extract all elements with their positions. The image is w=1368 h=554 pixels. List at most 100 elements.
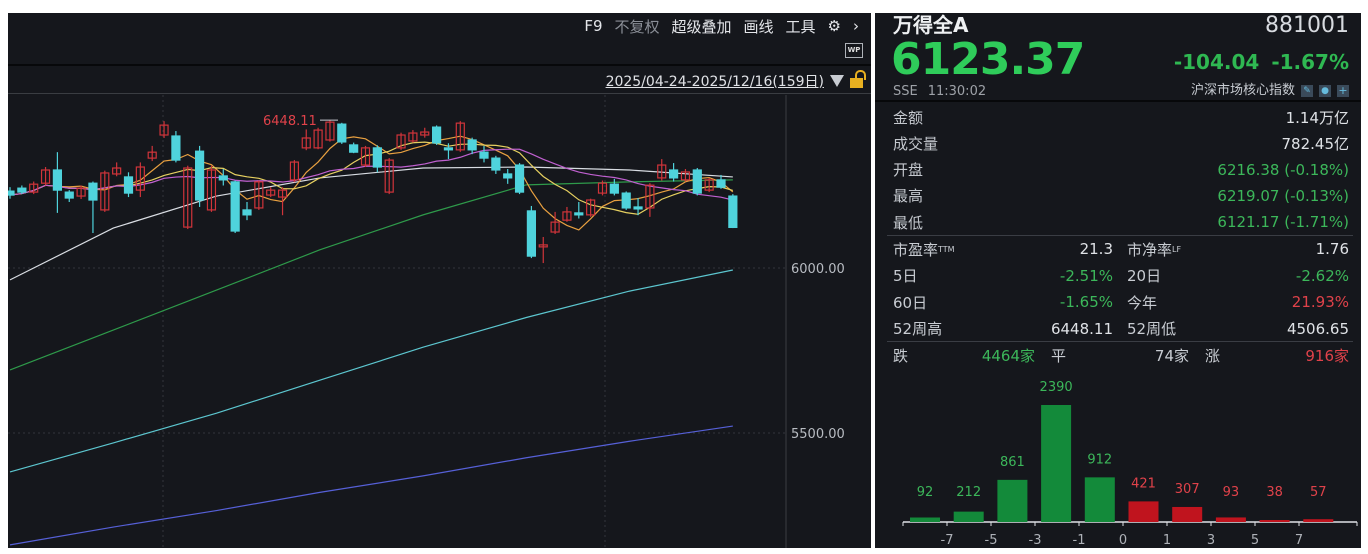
stat-value: 6121.17 (-1.71%) <box>1217 213 1349 232</box>
candle <box>266 187 276 198</box>
candle-body <box>360 147 371 166</box>
bar-value-label: 93 <box>1223 485 1240 500</box>
stat-label-text: 60日 <box>893 293 928 312</box>
stat-value: -2.51% <box>1059 266 1113 285</box>
plus-icon[interactable]: + <box>1337 83 1349 97</box>
chevron-right-icon[interactable]: › <box>853 17 859 35</box>
candle-body <box>159 124 169 136</box>
x-tick-label: 5 <box>1251 533 1259 548</box>
bar-value-label: 38 <box>1266 485 1283 500</box>
candle <box>432 125 442 145</box>
candle-body <box>633 206 643 210</box>
candle-body <box>668 169 679 179</box>
unlock-icon[interactable] <box>850 70 866 88</box>
candle <box>301 129 311 151</box>
candle-body <box>491 157 501 171</box>
histogram-bar <box>1215 517 1246 522</box>
candle <box>621 191 631 210</box>
stat-label: 开盘 <box>893 161 924 180</box>
candle <box>550 211 560 235</box>
candle-body <box>171 135 181 161</box>
chart-toolbar: F9 不复权 超级叠加 画线 工具 ⚙ › <box>580 13 863 39</box>
candle <box>704 177 714 193</box>
candle <box>147 145 157 162</box>
candle-body <box>29 183 39 193</box>
candle <box>8 187 15 199</box>
candle <box>562 206 572 222</box>
candle-body <box>301 137 311 149</box>
histogram-bar <box>910 517 940 522</box>
candle <box>455 121 465 152</box>
wp-icon[interactable]: WP <box>845 43 863 58</box>
candlestick-chart[interactable]: 6000.00 5500.00 6448.11 <box>8 95 871 548</box>
candle <box>396 132 406 150</box>
adjust-button[interactable]: 不复权 <box>614 17 660 36</box>
up-count: 916家 <box>1305 346 1349 365</box>
candle <box>29 181 39 195</box>
candle <box>40 167 51 186</box>
candle <box>159 121 169 138</box>
date-range-selector[interactable]: 2025/04-24-2025/12/16(159日) <box>605 74 824 90</box>
divider <box>887 235 1353 236</box>
x-tick-label: 7 <box>1295 533 1303 548</box>
candle-body <box>195 150 205 201</box>
candle <box>135 162 145 198</box>
stat-value: 21.93% <box>1291 293 1349 311</box>
candle-body <box>52 169 63 191</box>
moving-average-line <box>9 135 734 231</box>
bar-value-label: 861 <box>1000 455 1025 470</box>
candle-body <box>17 187 27 193</box>
candle <box>349 142 359 154</box>
candle <box>218 169 228 186</box>
candle-body <box>420 131 430 136</box>
exchange: SSE <box>893 84 918 99</box>
candle <box>64 190 74 202</box>
candle-body <box>313 129 323 149</box>
candle-body <box>123 176 134 194</box>
candle-body <box>526 210 537 257</box>
candle-body <box>206 169 217 211</box>
stat-label: 今年 <box>1127 289 1157 315</box>
x-tick-label: -5 <box>985 533 998 548</box>
overlay-button[interactable]: 超级叠加 <box>671 17 732 36</box>
stat-value: 21.3 <box>1079 240 1113 258</box>
candle-body <box>443 147 454 151</box>
moving-average-line <box>9 269 733 473</box>
candle-body <box>716 179 726 188</box>
candle <box>574 202 584 219</box>
candle <box>52 152 63 213</box>
stat-label: 60日 <box>893 289 927 315</box>
candle-body <box>76 187 86 197</box>
edit-icon[interactable]: ✎ <box>1301 84 1313 97</box>
stat-label-text: 52周低 <box>1127 320 1177 338</box>
index-name: 万得全A <box>893 13 969 37</box>
candle-body <box>657 164 667 179</box>
bell-icon[interactable]: ● <box>1319 84 1331 97</box>
candle-body <box>372 147 382 168</box>
x-tick-label: 3 <box>1207 533 1215 548</box>
candle <box>597 180 608 196</box>
category-bar: 沪深市场核心指数 ✎ ● + <box>1191 83 1349 98</box>
quote-panel: 万得全A 881001 6123.37 -104.04 -1.67% SSE 1… <box>875 13 1361 548</box>
x-tick-label: -3 <box>1029 533 1042 548</box>
candle <box>716 174 726 189</box>
candle-body <box>64 191 74 199</box>
draw-line-button[interactable]: 画线 <box>743 17 774 36</box>
histogram-bar <box>1084 477 1115 522</box>
stat-label-text: 5日 <box>893 267 918 285</box>
candle-body <box>242 209 252 216</box>
f9-button[interactable]: F9 <box>584 17 603 35</box>
candle-body <box>254 181 264 209</box>
tools-button[interactable]: 工具 <box>785 17 816 36</box>
gear-icon[interactable]: ⚙ <box>827 17 841 35</box>
bar-value-label: 92 <box>917 485 934 500</box>
candle <box>183 165 193 230</box>
candle-body <box>277 189 288 198</box>
triangle-down-icon[interactable] <box>830 75 844 87</box>
candle <box>242 202 252 221</box>
candle-body <box>40 169 51 184</box>
candle-body <box>337 123 347 143</box>
x-tick-label: 0 <box>1119 533 1127 548</box>
price-change: -104.04 -1.67% <box>1174 51 1349 73</box>
